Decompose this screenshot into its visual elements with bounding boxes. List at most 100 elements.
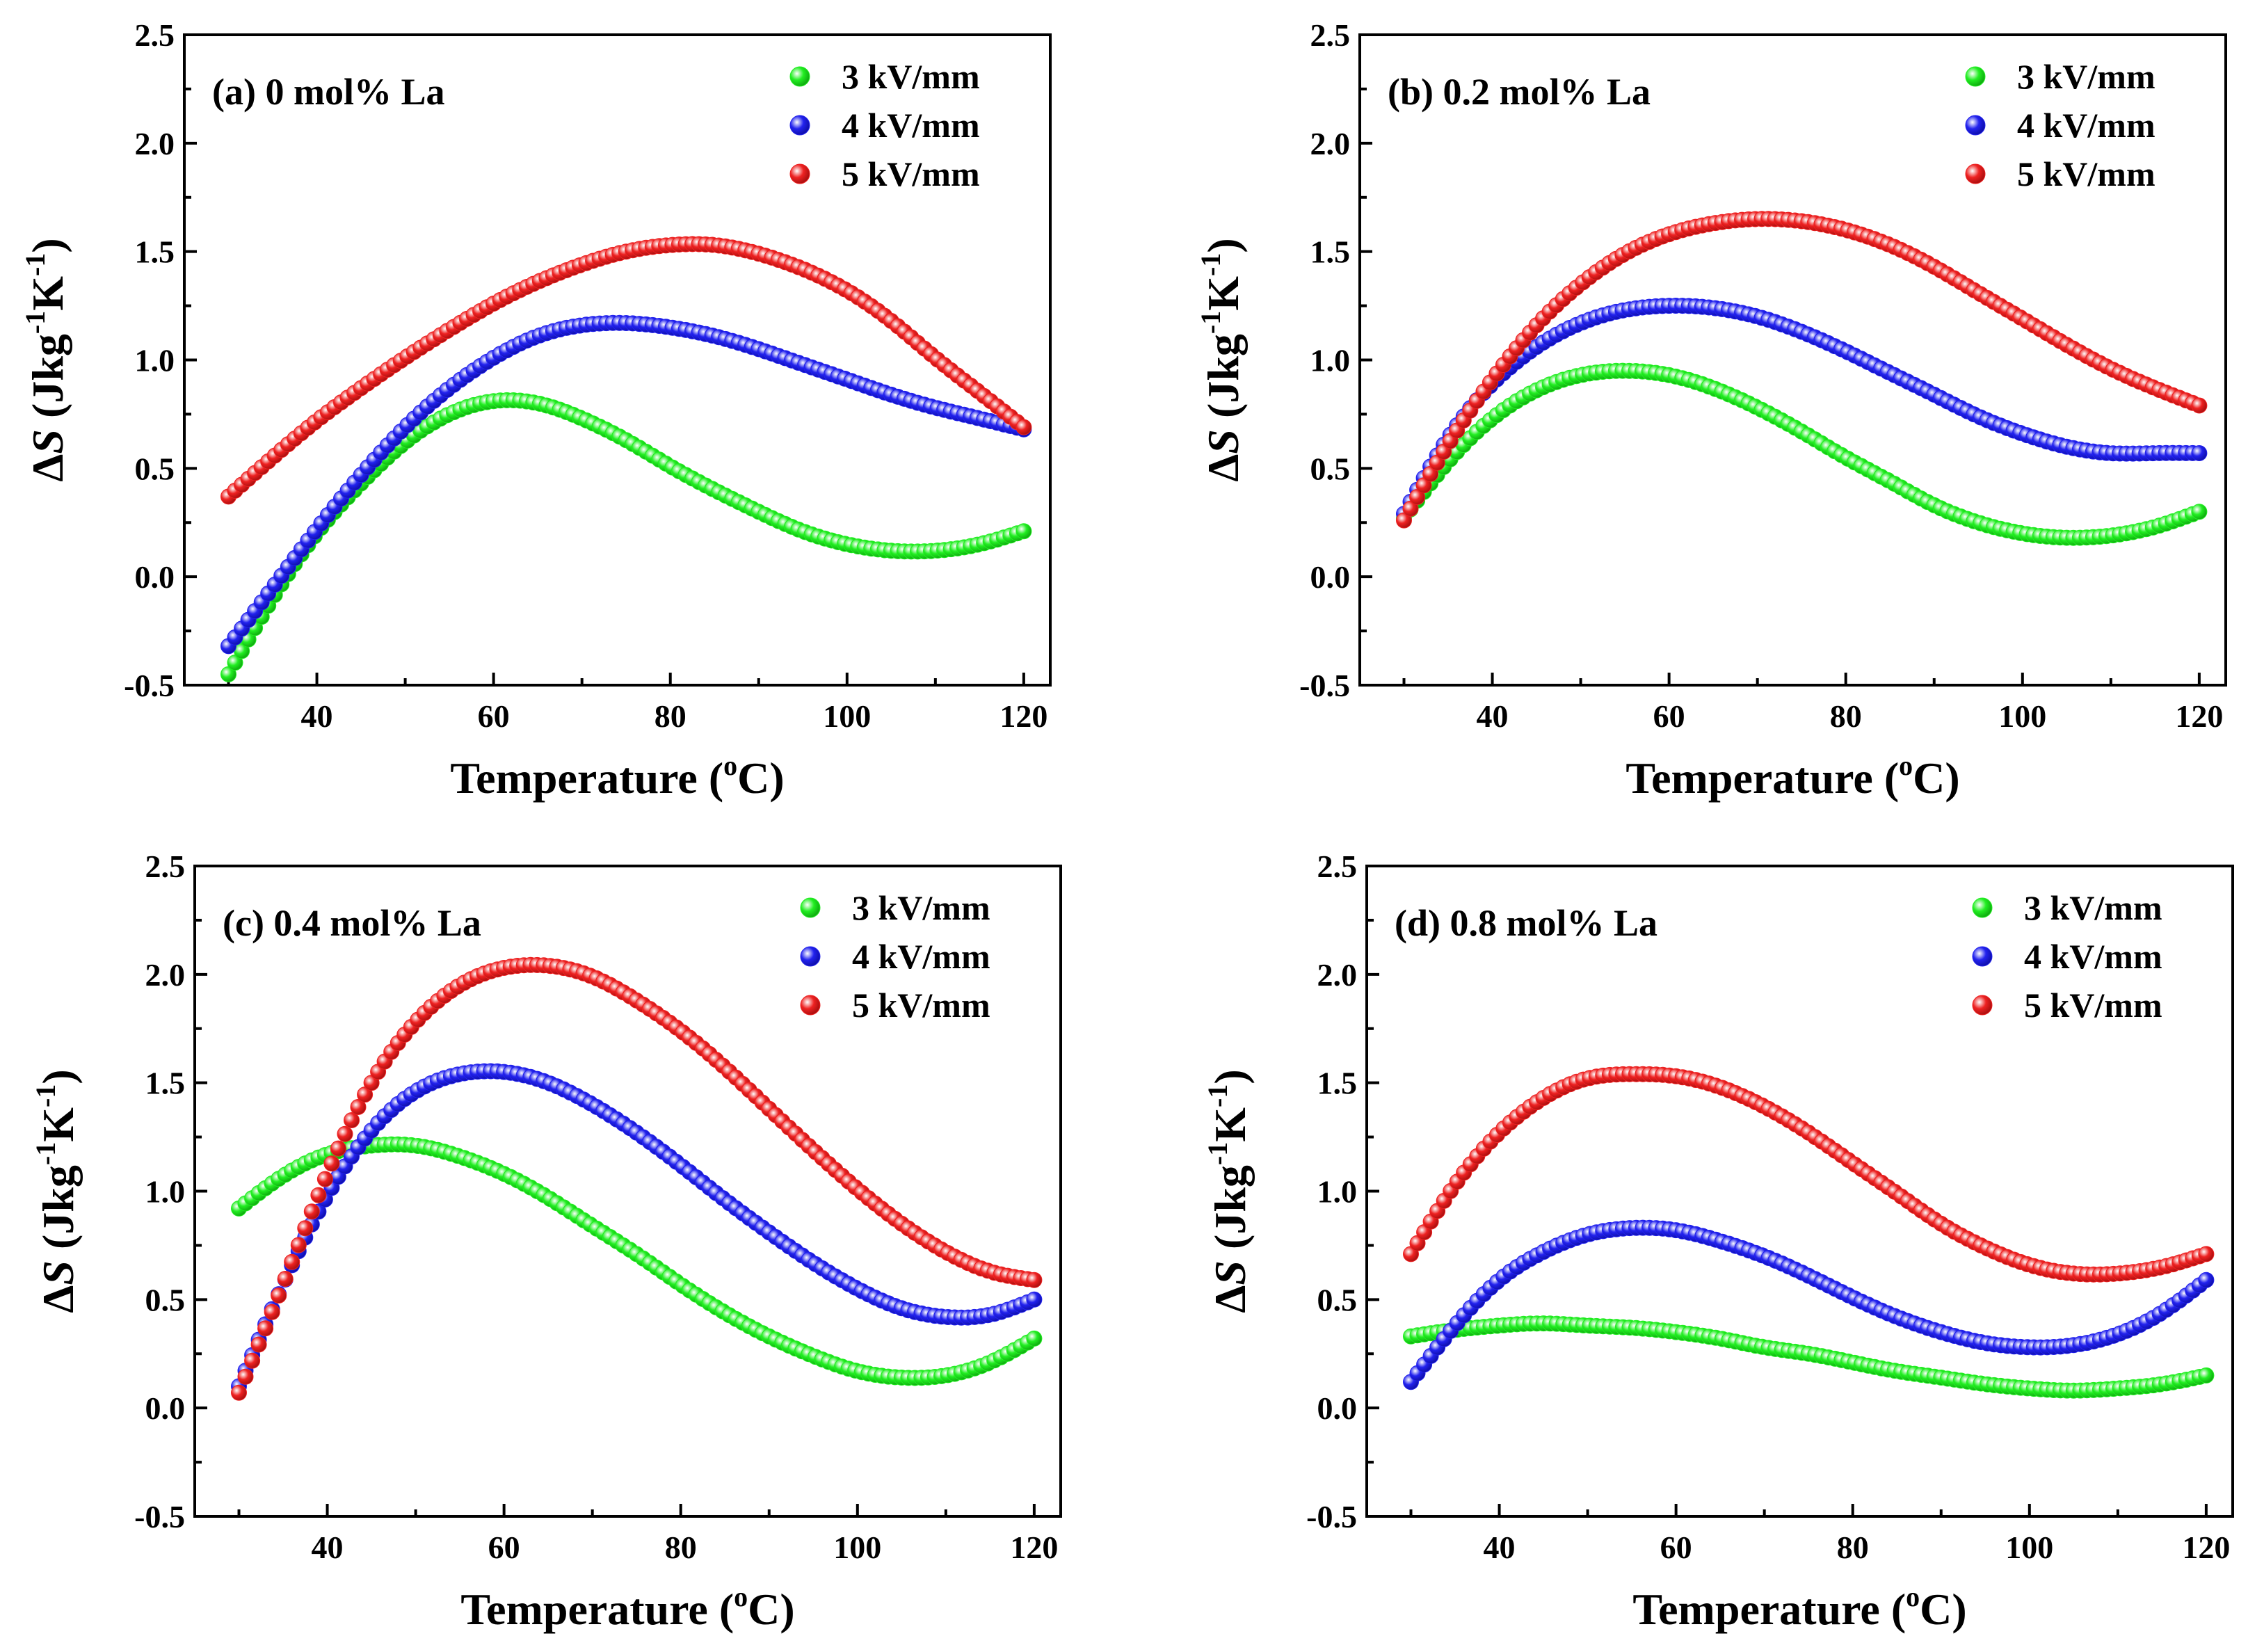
data-point: [337, 1125, 353, 1142]
legend-marker: [789, 66, 810, 87]
series-3-kv-mm: [231, 1136, 1043, 1386]
x-tick-label: 40: [1484, 1530, 1516, 1565]
legend-label: 5 kV/mm: [2024, 986, 2162, 1025]
y-tick-label: 2.0: [1310, 126, 1351, 161]
legend-label: 3 kV/mm: [852, 888, 990, 927]
x-tick-label: 80: [1830, 698, 1862, 734]
data-point: [323, 1155, 340, 1172]
series-4-kv-mm: [1403, 1219, 2215, 1390]
legend-marker: [1972, 995, 1993, 1016]
series-5-kv-mm: [1396, 211, 2208, 529]
panel-b: (b) 0.2 mol% La Temperature (oC) ΔS (Jkg…: [1195, 17, 2227, 803]
y-tick-label: 2.5: [1317, 849, 1358, 884]
y-tick-label: -0.5: [1306, 1499, 1357, 1534]
y-tick-label: 0.5: [1310, 451, 1351, 486]
data-point: [284, 1253, 300, 1270]
series-4-kv-mm: [1396, 298, 2208, 522]
data-point: [2191, 397, 2208, 414]
legend-marker: [789, 163, 810, 184]
legend-marker: [1972, 897, 1993, 918]
y-tick-label: 1.5: [145, 1066, 186, 1101]
data-point: [1026, 1272, 1043, 1288]
legend-marker: [1965, 163, 1986, 184]
legend-label: 5 kV/mm: [2017, 154, 2155, 193]
y-axis-title: ΔS (Jkg-1K-1): [1195, 238, 1248, 481]
legend-marker: [789, 115, 810, 136]
panel-d: (d) 0.8 mol% La Temperature (oC) ΔS (Jkg…: [1202, 849, 2234, 1634]
y-axis-title: ΔS (Jkg-1K-1): [1202, 1069, 1255, 1313]
y-tick-label: 1.5: [1317, 1066, 1358, 1101]
legend-marker: [1965, 66, 1986, 87]
series-4-kv-mm: [220, 314, 1032, 655]
y-tick-label: 0.5: [145, 1282, 186, 1317]
data-point: [1015, 419, 1032, 435]
panel-title: (c) 0.4 mol% La: [223, 902, 481, 944]
y-tick-label: 0.5: [1317, 1282, 1358, 1317]
data-point: [271, 1288, 287, 1304]
data-point: [2198, 1272, 2215, 1288]
data-point: [2198, 1246, 2215, 1262]
panel-c: (c) 0.4 mol% La Temperature (oC) ΔS (Jkg…: [30, 849, 1062, 1634]
y-tick-label: 1.0: [1317, 1174, 1358, 1210]
x-tick-label: 120: [2182, 1530, 2230, 1565]
x-tick-label: 100: [1998, 698, 2046, 734]
legend-label: 5 kV/mm: [842, 154, 980, 193]
legend-marker: [1965, 115, 1986, 136]
x-axis-title: Temperature (oC): [1625, 750, 1959, 803]
x-axis-title: Temperature (oC): [450, 750, 784, 803]
data-point: [344, 1112, 360, 1128]
x-tick-label: 40: [1477, 698, 1509, 734]
y-tick-label: -0.5: [1299, 668, 1350, 703]
legend-label: 3 kV/mm: [2017, 57, 2155, 96]
y-tick-label: 2.5: [1310, 17, 1351, 53]
y-axis-title: ΔS (Jkg-1K-1): [30, 1069, 83, 1313]
x-tick-label: 60: [1660, 1530, 1692, 1565]
y-tick-label: 1.5: [135, 234, 175, 270]
y-tick-label: 1.5: [1310, 234, 1351, 270]
data-point: [277, 1271, 294, 1287]
x-tick-label: 100: [833, 1530, 881, 1565]
data-point: [237, 1368, 254, 1385]
data-point: [310, 1187, 327, 1203]
x-tick-label: 120: [2175, 698, 2223, 734]
data-point: [290, 1237, 307, 1253]
data-point: [2191, 445, 2208, 461]
y-tick-label: 2.0: [135, 126, 175, 161]
x-axis-title: Temperature (oC): [460, 1581, 794, 1634]
y-tick-label: 0.5: [135, 451, 175, 486]
panel-title: (a) 0 mol% La: [212, 71, 444, 113]
x-tick-label: 60: [478, 698, 510, 734]
legend-label: 4 kV/mm: [842, 106, 980, 145]
x-tick-label: 100: [2005, 1530, 2053, 1565]
y-tick-label: 0.0: [1317, 1390, 1358, 1426]
legend-marker: [800, 995, 821, 1016]
y-tick-label: 2.5: [145, 849, 186, 884]
data-point: [2198, 1367, 2215, 1384]
y-tick-label: 0.0: [1310, 559, 1351, 595]
data-point: [1015, 523, 1032, 540]
y-tick-label: 1.0: [1310, 343, 1351, 378]
legend-label: 4 kV/mm: [2017, 106, 2155, 145]
y-tick-label: 2.5: [135, 17, 175, 53]
x-tick-label: 120: [1010, 1530, 1058, 1565]
legend-label: 3 kV/mm: [842, 57, 980, 96]
data-point: [231, 1384, 247, 1401]
legend-marker: [1972, 946, 1993, 967]
y-tick-label: 2.0: [145, 957, 186, 993]
x-tick-label: 80: [655, 698, 687, 734]
series-5-kv-mm: [231, 956, 1043, 1401]
data-point: [297, 1220, 314, 1237]
y-tick-label: 2.0: [1317, 957, 1358, 993]
data-point: [244, 1352, 261, 1369]
legend-marker: [800, 946, 821, 967]
data-point: [264, 1304, 280, 1320]
x-tick-label: 80: [1837, 1530, 1869, 1565]
legend-label: 5 kV/mm: [852, 986, 990, 1025]
panel-title: (d) 0.8 mol% La: [1395, 902, 1657, 944]
data-point: [330, 1140, 346, 1157]
data-point: [350, 1099, 367, 1115]
y-axis-title: ΔS (Jkg-1K-1): [19, 238, 72, 481]
x-tick-label: 40: [312, 1530, 344, 1565]
y-tick-label: -0.5: [134, 1499, 185, 1534]
